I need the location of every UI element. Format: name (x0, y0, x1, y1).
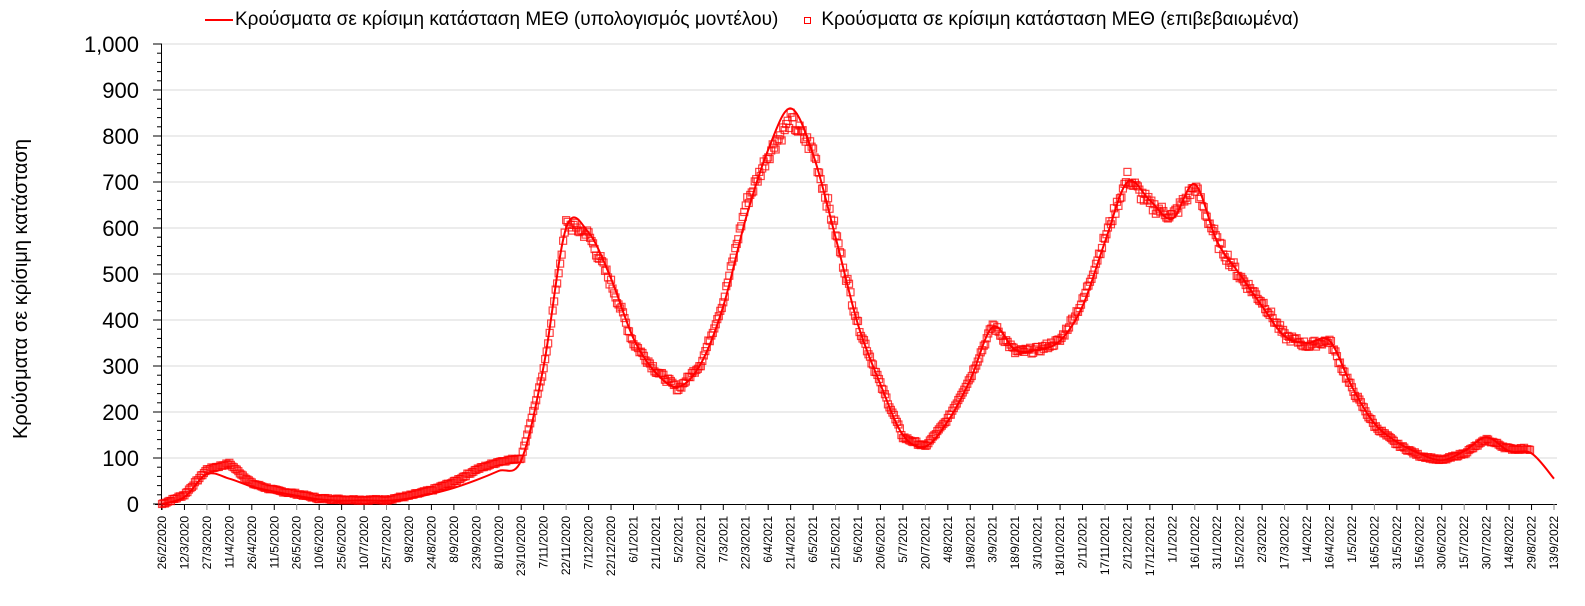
y-tick-label: 800 (102, 124, 139, 149)
x-tick-label: 15/6/2022 (1412, 516, 1426, 570)
x-tick-label: 27/3/2020 (200, 516, 214, 570)
x-tick-label: 18/9/2021 (1008, 516, 1022, 570)
x-tick-label: 31/5/2022 (1390, 516, 1404, 570)
x-tick-label: 8/10/2020 (492, 516, 506, 570)
x-tick-label: 2/3/2022 (1255, 516, 1269, 563)
x-tick-label: 12/3/2020 (177, 516, 191, 570)
x-tick-label: 1/4/2022 (1300, 516, 1314, 563)
x-tick-label: 6/5/2021 (806, 516, 820, 563)
x-tick-label: 8/9/2020 (447, 516, 461, 563)
x-tick-label: 22/12/2020 (604, 516, 618, 576)
x-tick-label: 20/7/2021 (918, 516, 932, 570)
x-tick-label: 26/2/2020 (155, 516, 169, 570)
x-tick-label: 3/9/2021 (986, 516, 1000, 563)
x-tick-label: 21/1/2021 (649, 516, 663, 570)
x-tick-label: 24/8/2020 (424, 516, 438, 570)
x-tick-label: 23/9/2020 (469, 516, 483, 570)
x-tick-label: 30/6/2022 (1435, 516, 1449, 570)
legend: Κρούσματα σε κρίσιμη κατάσταση ΜΕΘ (υπολ… (205, 8, 1321, 32)
x-tick-label: 4/8/2021 (941, 516, 955, 563)
y-tick-label: 500 (102, 262, 139, 287)
legend-label-confirmed: Κρούσματα σε κρίσιμη κατάσταση ΜΕΘ (επιβ… (821, 9, 1299, 30)
y-tick-label: 0 (127, 492, 139, 517)
gridlines (162, 43, 1557, 459)
x-tick-label: 26/4/2020 (245, 516, 259, 570)
legend-label-model: Κρούσματα σε κρίσιμη κατάσταση ΜΕΘ (υπολ… (235, 9, 779, 30)
x-tick-label: 17/11/2021 (1098, 516, 1112, 575)
y-tick-label: 700 (102, 170, 139, 195)
model-series-line (161, 107, 1555, 505)
x-tick-label: 15/7/2022 (1457, 516, 1471, 570)
x-tick-label: 25/6/2020 (335, 516, 349, 570)
x-tick-label: 11/5/2020 (267, 516, 281, 569)
x-tick-label: 21/4/2021 (784, 516, 798, 570)
x-axis: 26/2/2020 12/3/2020 27/3/2020 11/4/2020 26/4… (155, 504, 1561, 576)
x-tick-label: 31/1/2022 (1210, 516, 1224, 570)
x-tick-label: 19/8/2021 (963, 516, 977, 570)
x-tick-label: 16/1/2022 (1188, 516, 1202, 570)
x-tick-label: 26/5/2020 (290, 516, 304, 570)
square-marker-icon (804, 16, 812, 24)
x-tick-label: 11/4/2020 (222, 516, 236, 569)
x-tick-label: 9/8/2020 (402, 516, 416, 563)
y-tick-label: 600 (102, 216, 139, 241)
x-tick-label: 17/12/2021 (1143, 516, 1157, 576)
x-tick-label: 10/7/2020 (357, 516, 371, 570)
x-tick-label: 7/12/2020 (582, 516, 596, 570)
confirmed-series-markers (157, 108, 1535, 509)
y-tick-label: 400 (102, 308, 139, 333)
x-tick-label: 2/11/2021 (1076, 516, 1090, 569)
y-tick-label: 1,000 (84, 32, 139, 57)
x-tick-label: 2/12/2021 (1120, 516, 1134, 570)
x-tick-label: 14/8/2022 (1502, 516, 1516, 570)
x-tick-label: 20/6/2021 (873, 516, 887, 570)
x-tick-label: 7/11/2020 (537, 516, 551, 569)
x-tick-label: 25/7/2020 (380, 516, 394, 570)
legend-item-confirmed: Κρούσματα σε κρίσιμη κατάσταση ΜΕΘ (επιβ… (800, 9, 1299, 31)
x-tick-label: 29/8/2022 (1525, 516, 1539, 570)
x-tick-label: 18/10/2021 (1053, 516, 1067, 576)
y-axis: 0 100 200 300 400 500 600 700 800 900 1,000 (84, 32, 162, 517)
x-tick-label: 15/2/2022 (1233, 516, 1247, 570)
x-tick-label: 20/2/2021 (694, 516, 708, 570)
x-tick-label: 22/3/2021 (739, 516, 753, 570)
x-tick-label: 23/10/2020 (514, 516, 528, 576)
y-tick-label: 200 (102, 400, 139, 425)
legend-item-model: Κρούσματα σε κρίσιμη κατάσταση ΜΕΘ (υπολ… (205, 9, 778, 31)
x-tick-label: 7/3/2021 (716, 516, 730, 563)
x-tick-label: 13/9/2022 (1547, 516, 1561, 570)
x-tick-label: 17/3/2022 (1278, 516, 1292, 570)
x-tick-label: 1/5/2022 (1345, 516, 1359, 563)
line-swatch-icon (205, 19, 233, 21)
y-tick-label: 100 (102, 446, 139, 471)
x-tick-label: 6/4/2021 (761, 516, 775, 563)
x-tick-label: 5/7/2021 (896, 516, 910, 563)
x-tick-label: 16/4/2022 (1322, 516, 1336, 570)
x-tick-label: 10/6/2020 (312, 516, 326, 570)
x-tick-label: 5/6/2021 (851, 516, 865, 563)
x-tick-label: 1/1/2022 (1165, 516, 1179, 563)
x-tick-label: 3/10/2021 (1031, 516, 1045, 570)
x-tick-label: 22/11/2020 (559, 516, 573, 575)
y-tick-label: 900 (102, 78, 139, 103)
x-tick-label: 30/7/2022 (1480, 516, 1494, 570)
x-tick-label: 6/1/2021 (626, 516, 640, 563)
x-tick-label: 16/5/2022 (1367, 516, 1381, 570)
x-tick-label: 21/5/2021 (829, 516, 843, 570)
x-tick-label: 5/2/2021 (671, 516, 685, 563)
y-tick-label: 300 (102, 354, 139, 379)
